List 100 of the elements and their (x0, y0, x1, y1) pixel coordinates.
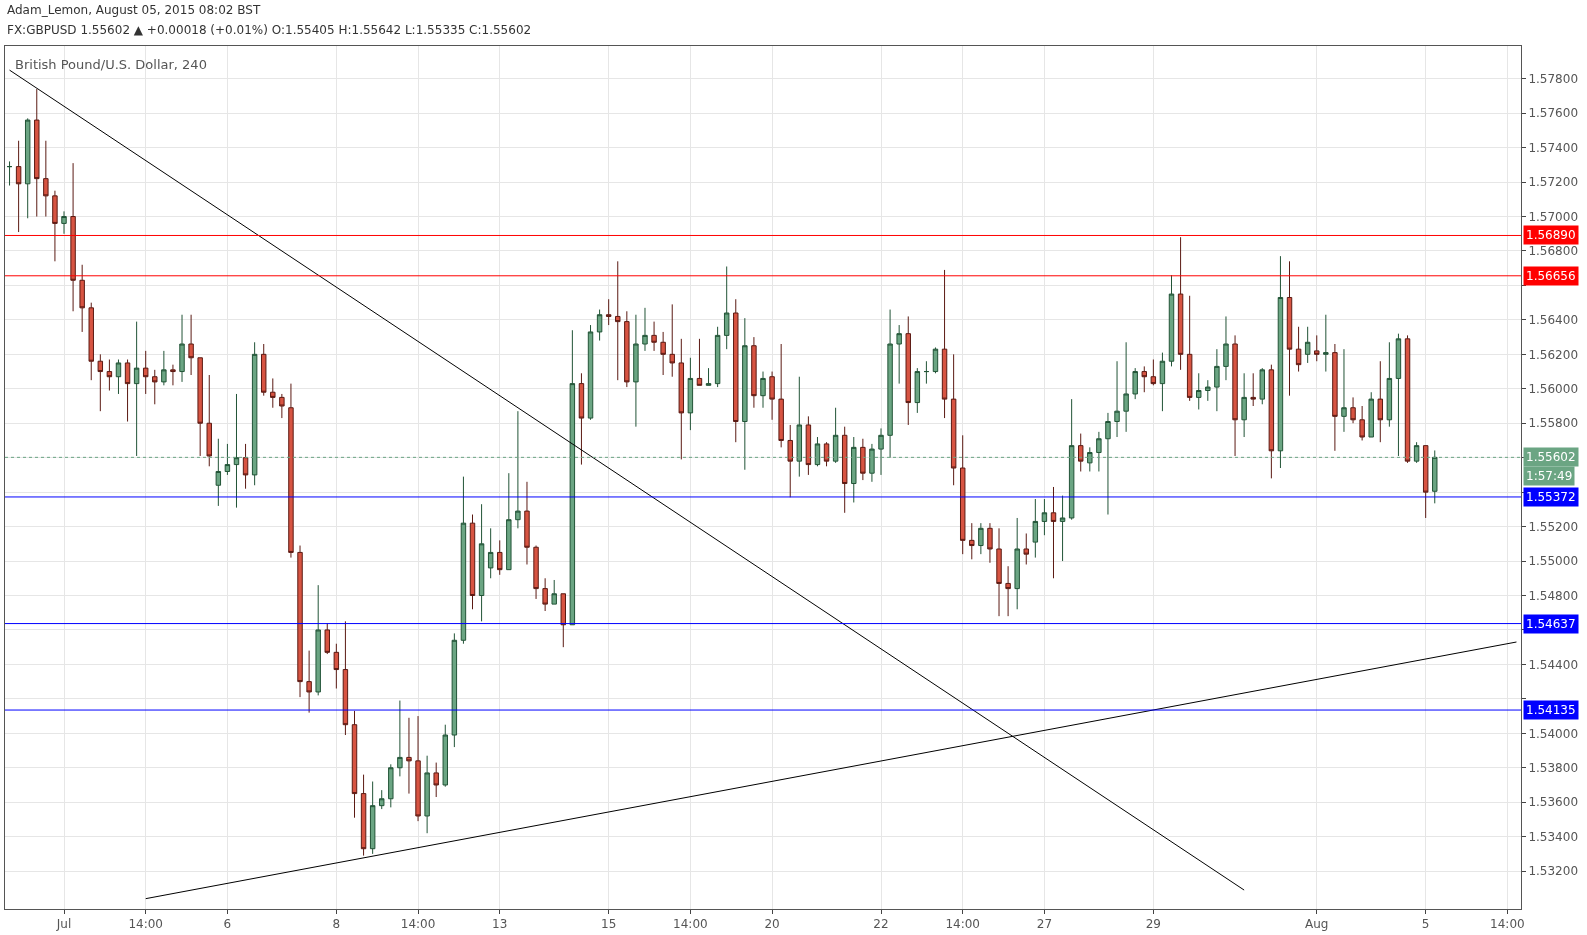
x-tick-label: 29 (1145, 917, 1161, 932)
y-tick-label: 1.55000 (1528, 554, 1579, 569)
candlestick (24, 117, 31, 219)
candlestick (660, 331, 666, 376)
candlestick (896, 324, 902, 385)
candlestick (1350, 396, 1356, 424)
candlestick (279, 393, 285, 419)
candlestick (270, 377, 276, 409)
candlestick (1005, 565, 1011, 617)
candlestick (333, 643, 340, 690)
candlestick (578, 372, 585, 466)
y-tick-label: 1.53400 (1528, 829, 1579, 844)
candlestick (1368, 391, 1374, 438)
candlestick (760, 371, 766, 409)
candlestick (524, 481, 530, 565)
y-tick-label: 1.54800 (1528, 588, 1579, 603)
x-tick-label: 22 (873, 917, 889, 932)
candlestick (533, 545, 539, 600)
candlestick (388, 763, 394, 808)
candlestick (351, 710, 358, 819)
candlestick (678, 338, 685, 460)
candlestick (1295, 326, 1302, 373)
candlestick (188, 314, 194, 376)
x-tick-label: 15 (601, 917, 617, 932)
candlestick (88, 302, 94, 381)
candlestick (260, 343, 267, 397)
candlestick (923, 360, 930, 385)
candlestick (778, 343, 784, 448)
candlestick (170, 364, 176, 386)
candlestick (624, 310, 630, 388)
candlestick (841, 426, 848, 514)
candlestick (324, 622, 330, 655)
candlestick (1341, 348, 1347, 433)
candlestick (1377, 360, 1384, 443)
candlestick (1078, 433, 1084, 472)
candlestick (996, 527, 1002, 617)
y-tick-label: 1.55200 (1528, 519, 1579, 534)
text: Adam_Lemon, August 05, 2015 08:02 BST (7, 3, 261, 17)
candlestick (669, 303, 675, 378)
candlestick (1359, 405, 1365, 441)
candlestick (79, 264, 85, 333)
candlestick (415, 715, 421, 822)
candlestick (497, 539, 503, 576)
candlestick (1014, 517, 1020, 610)
ref-line-label: 1.54637 (1526, 617, 1576, 631)
candlestick (1150, 359, 1157, 386)
candlestick (1141, 365, 1147, 393)
candlestick (950, 353, 957, 486)
candlestick (1196, 372, 1202, 410)
candlestick (596, 309, 603, 342)
y-tick-label: 1.55800 (1528, 416, 1579, 431)
candlestick (342, 620, 349, 736)
candlestick (1114, 360, 1120, 438)
y-tick-label: 1.53600 (1528, 795, 1579, 810)
candlestick (1286, 260, 1293, 397)
candlestick (1041, 498, 1048, 536)
chart-subtitle: FX:GBPUSD 1.55602 ▲ +0.00018 (+0.01%) O:1.55405 H:1.55642 L:1.55335 C:1.55602 (7, 23, 532, 37)
candlestick (297, 545, 303, 698)
candlestick (179, 314, 185, 383)
candlestick (959, 434, 966, 555)
candlestick (560, 593, 567, 648)
candlestick (1023, 532, 1029, 565)
x-tick-label: 27 (1036, 917, 1053, 932)
x-tick-label: 14:00 (1490, 917, 1525, 932)
candlestick (1214, 348, 1220, 412)
x-tick-label: Jul (55, 917, 72, 932)
candlestick (642, 307, 648, 352)
text: British Pound/U.S. Dollar, 240 (15, 57, 207, 72)
candlestick (397, 700, 403, 777)
candlestick (914, 367, 921, 414)
candlestick (152, 369, 158, 405)
text: 1:57:49 (1526, 469, 1573, 483)
x-tick-label: 14:00 (128, 917, 164, 932)
candlestick (805, 415, 812, 476)
candlestick (587, 324, 594, 421)
candlestick (197, 357, 203, 457)
x-tick-label: 8 (332, 917, 341, 932)
candlestick (1050, 486, 1057, 579)
candlestick (978, 522, 984, 555)
candlestick (633, 314, 639, 428)
y-tick-label: 1.54000 (1528, 726, 1579, 741)
y-tick-label: 1.56800 (1528, 244, 1579, 259)
candlestick (969, 522, 975, 560)
x-tick-label: Aug (1305, 917, 1329, 932)
candlestick (306, 650, 312, 714)
candlestick (1168, 274, 1175, 367)
candlestick (1132, 367, 1138, 400)
y-tick-label: 1.57400 (1528, 140, 1579, 155)
candlestick (1259, 367, 1266, 405)
candlestick (97, 353, 104, 412)
y-tick-label: 1.56200 (1528, 347, 1579, 362)
candlestick (1314, 334, 1320, 362)
candlestick (733, 298, 739, 443)
candlestick (315, 584, 321, 696)
candlestick (905, 315, 911, 426)
candlestick (932, 346, 939, 374)
candlestick (605, 298, 612, 326)
candlestick (769, 371, 775, 421)
candlestick (1059, 495, 1066, 562)
candlestick (52, 190, 58, 262)
